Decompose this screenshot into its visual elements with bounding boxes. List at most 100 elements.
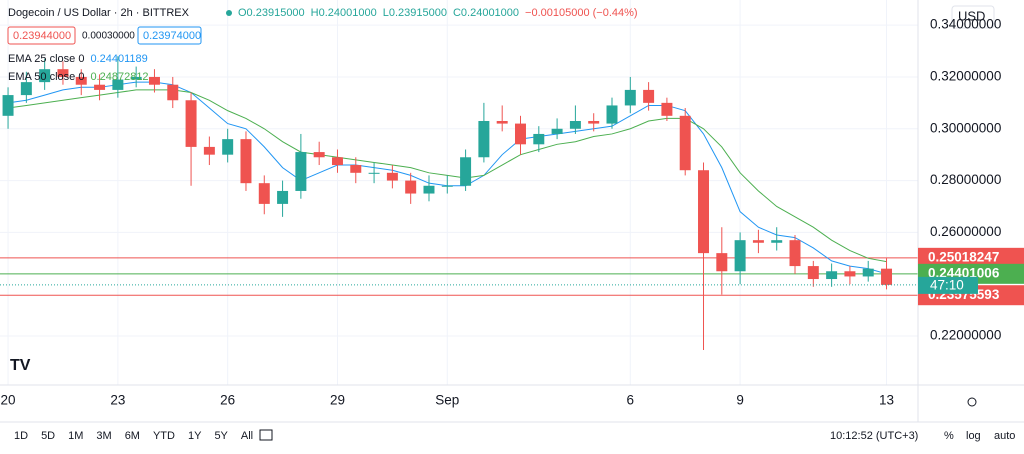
price-label-box	[918, 247, 1024, 268]
candle-body	[39, 69, 51, 83]
legend-value: 0.24401189	[90, 53, 147, 65]
scale-button[interactable]: %	[944, 430, 954, 442]
bid-box[interactable]	[7, 26, 76, 45]
candle-body	[441, 185, 453, 187]
timeframe-button[interactable]: 5Y	[214, 430, 228, 442]
ask-price: 0.23974000	[143, 30, 201, 42]
candle-body	[167, 84, 179, 101]
y-tick-label: 0.30000000	[930, 120, 1001, 135]
candle-body	[771, 240, 783, 243]
candle-body	[460, 157, 472, 186]
bid-price: 0.23944000	[13, 30, 71, 42]
candle-body	[240, 139, 252, 184]
timeframe-button[interactable]: 5D	[41, 430, 55, 442]
candle-body	[75, 76, 87, 85]
bottom-toolbar: 1D 5D 1M 3M 6M YTD 1Y 5Y All% log auto	[14, 430, 1015, 442]
candle-body	[148, 76, 160, 85]
candle-body	[533, 133, 545, 145]
candle-body	[423, 185, 435, 194]
logo: TV	[10, 357, 31, 374]
x-tick-label: 9	[736, 393, 744, 408]
candle-body	[203, 146, 215, 155]
candle-body	[588, 120, 600, 124]
candle-body	[20, 82, 32, 96]
legend-name: EMA 50 close 0	[8, 71, 84, 83]
x-tick-label: 13	[879, 393, 894, 408]
candle-body	[258, 183, 270, 204]
candle-body	[826, 271, 838, 280]
candle-body	[130, 76, 142, 80]
candle-body	[496, 120, 508, 124]
x-tick-label: 26	[220, 393, 235, 408]
candle-body	[789, 240, 801, 267]
candle-body	[698, 170, 709, 254]
timeframe-button[interactable]: 3M	[96, 430, 111, 442]
candle-body	[661, 102, 673, 116]
candle-body	[57, 69, 69, 77]
x-tick-label: 20	[1, 393, 16, 408]
candle-body	[515, 123, 526, 145]
scale-button[interactable]: auto	[994, 430, 1015, 442]
candle-body	[679, 115, 691, 171]
candle-body	[624, 89, 636, 106]
countdown: 47:10	[930, 277, 964, 292]
ohlc-high: H0.24001000	[311, 7, 377, 19]
date-range-icon[interactable]	[259, 429, 273, 441]
status-dot	[226, 10, 232, 16]
legend-name: EMA 25 close 0	[8, 53, 84, 65]
y-tick-label: 0.26000000	[930, 224, 1001, 239]
ask-box[interactable]	[137, 26, 202, 45]
candle-body	[569, 120, 581, 129]
candle-body	[551, 128, 563, 134]
clock: 10:12:52 (UTC+3)	[830, 430, 918, 442]
candle-body	[862, 268, 874, 277]
legend: EMA 25 close 0 0.24401189 EMA 50 close 0 0.…	[8, 53, 149, 83]
timeframe-button[interactable]: All	[241, 430, 253, 442]
y-tick-label: 0.22000000	[930, 328, 1001, 343]
timeframe-button[interactable]: 1D	[14, 430, 28, 442]
ohlc-header: O0.23915000 H0.24001000 L0.23915000 C0.2400…	[238, 7, 638, 19]
candle-body	[844, 271, 856, 277]
timeframe-button[interactable]: 6M	[125, 430, 140, 442]
y-tick-label: 0.32000000	[930, 69, 1001, 84]
candle-body	[478, 120, 490, 158]
candle-body	[112, 79, 124, 90]
x-tick-label: Sep	[435, 393, 459, 408]
candle-body	[405, 180, 417, 194]
y-tick-label: 0.34000000	[930, 17, 1001, 32]
candle-body	[606, 105, 618, 124]
candle-body	[386, 172, 398, 181]
candle-body	[185, 100, 197, 147]
axes: 0.22000000 0.26000000 0.28000000 0.30000000…	[1, 17, 1024, 408]
timeframe-button[interactable]: 1M	[68, 430, 83, 442]
candle-body	[295, 152, 307, 191]
chart-title: Dogecoin / US Dollar · 2h · BITTREX	[8, 7, 190, 19]
candle-body	[807, 266, 819, 280]
candle-body	[313, 152, 325, 158]
candle-body	[2, 95, 14, 116]
candle-body	[222, 139, 234, 155]
candle-body	[752, 240, 764, 243]
candle-body	[277, 190, 289, 204]
timeframe-button[interactable]: YTD	[153, 430, 175, 442]
x-tick-label: 29	[330, 393, 345, 408]
timeframe-button[interactable]: 1Y	[188, 430, 202, 442]
ohlc-low: L0.23915000	[383, 7, 447, 19]
y-tick-label: 0.28000000	[930, 172, 1001, 187]
x-tick-label: 6	[627, 393, 635, 408]
settings-icon[interactable]	[967, 397, 977, 407]
countdown-box	[918, 276, 978, 294]
ohlc-close: C0.24001000	[453, 7, 519, 19]
currency-button[interactable]	[951, 5, 995, 29]
price-label: 0.24401006	[928, 265, 1000, 280]
legend-value: 0.24872812	[90, 71, 148, 83]
currency: USD	[958, 8, 985, 23]
plot-area	[0, 0, 918, 385]
candle-body	[734, 240, 746, 272]
scale-button[interactable]: log	[966, 430, 981, 442]
spread: 0.00030000	[82, 31, 135, 42]
candle-body	[881, 268, 893, 285]
x-tick-label: 23	[110, 393, 125, 408]
